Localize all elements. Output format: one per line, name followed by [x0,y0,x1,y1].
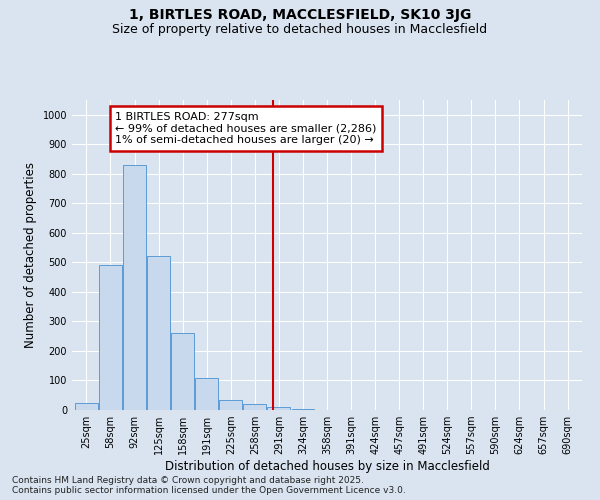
Bar [99,266,122,410]
Bar [244,404,266,410]
Text: Contains HM Land Registry data © Crown copyright and database right 2025.
Contai: Contains HM Land Registry data © Crown c… [12,476,406,495]
Bar [220,400,242,410]
Bar [268,407,290,410]
Bar [75,402,98,410]
Text: 1, BIRTLES ROAD, MACCLESFIELD, SK10 3JG: 1, BIRTLES ROAD, MACCLESFIELD, SK10 3JG [129,8,471,22]
X-axis label: Distribution of detached houses by size in Macclesfield: Distribution of detached houses by size … [164,460,490,473]
Bar [292,408,314,410]
Text: Size of property relative to detached houses in Macclesfield: Size of property relative to detached ho… [112,22,488,36]
Bar [171,333,194,410]
Bar [147,256,170,410]
Y-axis label: Number of detached properties: Number of detached properties [24,162,37,348]
Bar [195,378,218,410]
Text: 1 BIRTLES ROAD: 277sqm
← 99% of detached houses are smaller (2,286)
1% of semi-d: 1 BIRTLES ROAD: 277sqm ← 99% of detached… [115,112,377,145]
Bar [123,165,146,410]
